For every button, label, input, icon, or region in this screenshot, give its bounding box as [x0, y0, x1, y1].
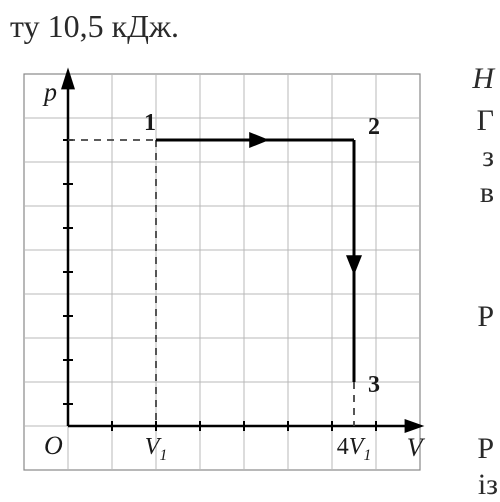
- right-text-4: в: [480, 176, 494, 210]
- svg-text:V: V: [407, 433, 426, 462]
- pv-diagram: 123pVOV14V1: [6, 60, 446, 490]
- svg-text:p: p: [42, 77, 57, 106]
- svg-text:1: 1: [144, 110, 156, 136]
- right-text-5: Р: [477, 300, 494, 334]
- right-text-3: з: [482, 140, 494, 174]
- top-text-fragment: ту 10,5 кДж.: [10, 8, 179, 45]
- right-text-6: Р: [477, 432, 494, 466]
- right-text-2: Г: [477, 104, 494, 138]
- svg-text:2: 2: [368, 114, 380, 140]
- svg-text:3: 3: [368, 372, 380, 398]
- right-text-7: із: [478, 468, 498, 502]
- svg-text:O: O: [44, 431, 63, 460]
- right-text-1: Н: [472, 62, 494, 96]
